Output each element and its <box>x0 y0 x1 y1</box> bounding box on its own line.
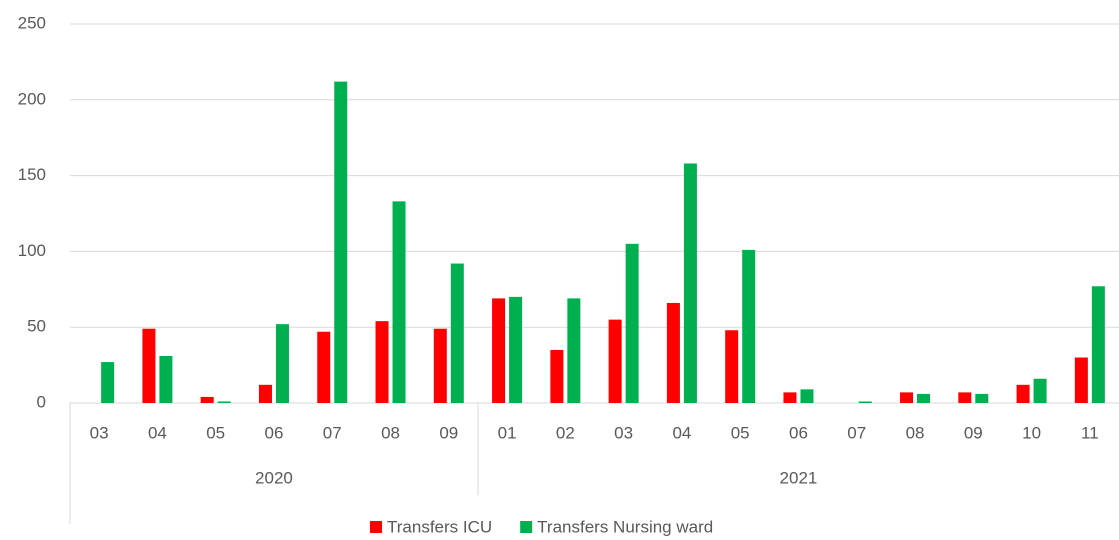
bar <box>392 201 406 403</box>
bar <box>1091 286 1105 403</box>
bar <box>258 384 272 403</box>
x-tick-label: 04 <box>148 423 167 442</box>
bar <box>433 328 447 403</box>
bar <box>783 392 797 403</box>
bar <box>1016 384 1030 403</box>
y-tick-label: 0 <box>37 392 46 411</box>
bar <box>375 321 389 403</box>
bar <box>917 393 931 403</box>
legend-swatch <box>520 521 533 533</box>
x-tick-label: 08 <box>906 423 925 442</box>
bar <box>159 356 173 403</box>
bar <box>217 401 231 403</box>
x-tick-label: 02 <box>556 423 575 442</box>
bar <box>683 163 697 403</box>
bar <box>101 362 115 403</box>
x-tick-label: 04 <box>672 423 691 442</box>
bar <box>666 302 680 403</box>
x-tick-label: 09 <box>439 423 458 442</box>
bar <box>317 331 331 403</box>
bar <box>608 319 622 403</box>
bar <box>858 401 872 403</box>
bar <box>800 389 814 403</box>
legend-label: Transfers ICU <box>387 517 492 536</box>
bar <box>142 328 156 403</box>
y-tick-label: 250 <box>18 13 46 32</box>
group-label: 2021 <box>780 468 818 487</box>
bar <box>200 396 214 403</box>
y-tick-label: 100 <box>18 241 46 260</box>
bar <box>625 243 639 403</box>
x-tick-label: 10 <box>1022 423 1041 442</box>
x-tick-label: 06 <box>789 423 808 442</box>
y-tick-label: 150 <box>18 165 46 184</box>
x-tick-label: 05 <box>731 423 750 442</box>
x-tick-label: 09 <box>964 423 983 442</box>
bar <box>1074 357 1088 403</box>
bar <box>900 392 914 403</box>
bar <box>725 330 739 403</box>
x-tick-label: 08 <box>381 423 400 442</box>
x-tick-label: 11 <box>1081 423 1099 442</box>
bar <box>958 392 972 403</box>
bar <box>1033 378 1047 403</box>
bar <box>509 296 523 403</box>
legend-swatch <box>370 521 382 533</box>
bar <box>567 298 581 403</box>
legend-label: Transfers Nursing ward <box>537 517 713 536</box>
bar <box>550 349 564 403</box>
bar <box>742 249 756 403</box>
bar <box>275 324 289 403</box>
x-tick-label: 06 <box>265 423 284 442</box>
y-tick-label: 200 <box>18 89 46 108</box>
x-tick-label: 05 <box>206 423 225 442</box>
bar <box>492 298 506 403</box>
group-label: 2020 <box>255 468 293 487</box>
x-tick-label: 03 <box>90 423 109 442</box>
bar <box>450 263 464 403</box>
y-tick-label: 50 <box>27 317 46 336</box>
bar <box>334 81 348 403</box>
x-tick-label: 01 <box>498 423 517 442</box>
bar <box>975 393 989 403</box>
x-tick-label: 07 <box>323 423 342 442</box>
x-tick-label: 07 <box>847 423 866 442</box>
x-tick-label: 03 <box>614 423 633 442</box>
